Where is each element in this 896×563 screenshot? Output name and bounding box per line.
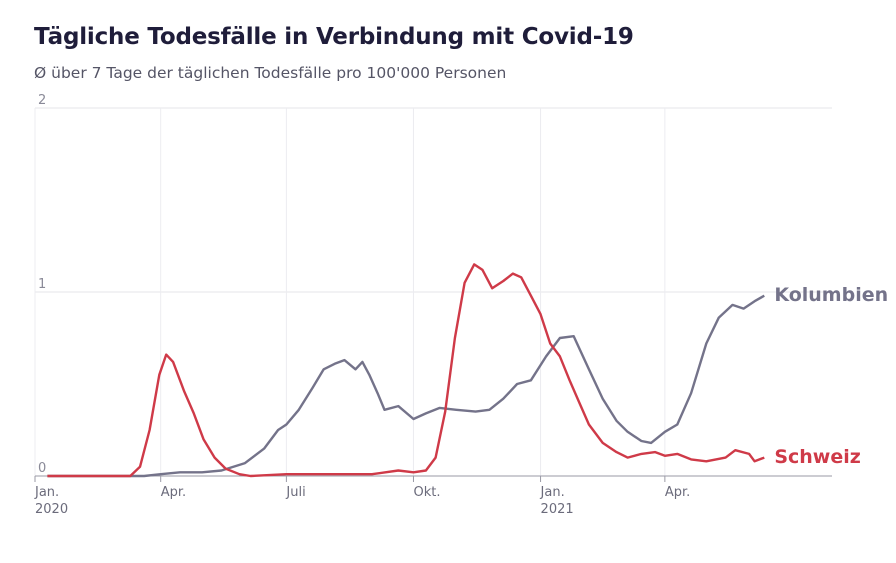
series-line-schweiz xyxy=(47,263,765,478)
chart-subtitle: Ø über 7 Tage der täglichen Todesfälle p… xyxy=(34,64,507,82)
x-tick-label: Apr. xyxy=(665,485,690,500)
x-tick-label: Jan. xyxy=(540,485,565,500)
y-tick-label: 0 xyxy=(38,461,46,476)
x-tick-label: Juli xyxy=(285,485,305,500)
x-tick-label: Jan. xyxy=(34,485,59,500)
series-labels: Kolumbien Schweiz xyxy=(774,284,888,468)
series-line-kolumbien xyxy=(47,294,765,478)
y-axis-ticks: 0 1 2 xyxy=(38,93,46,476)
series-label-kolumbien: Kolumbien xyxy=(774,284,888,306)
x-tick-sublabel: 2020 xyxy=(35,502,68,517)
x-axis-ticks: Jan. 2020 Apr. Juli Okt. Jan. 2021 Apr. xyxy=(34,476,690,517)
y-tick-label: 2 xyxy=(38,93,46,108)
chart-title: Tägliche Todesfälle in Verbindung mit Co… xyxy=(34,24,634,50)
x-tick-label: Okt. xyxy=(413,485,440,500)
series-lines xyxy=(47,263,765,478)
y-tick-label: 1 xyxy=(38,277,46,292)
x-tick-label: Apr. xyxy=(161,485,186,500)
series-label-schweiz: Schweiz xyxy=(774,446,860,468)
grid-lines xyxy=(34,107,832,477)
x-tick-sublabel: 2021 xyxy=(541,502,574,517)
